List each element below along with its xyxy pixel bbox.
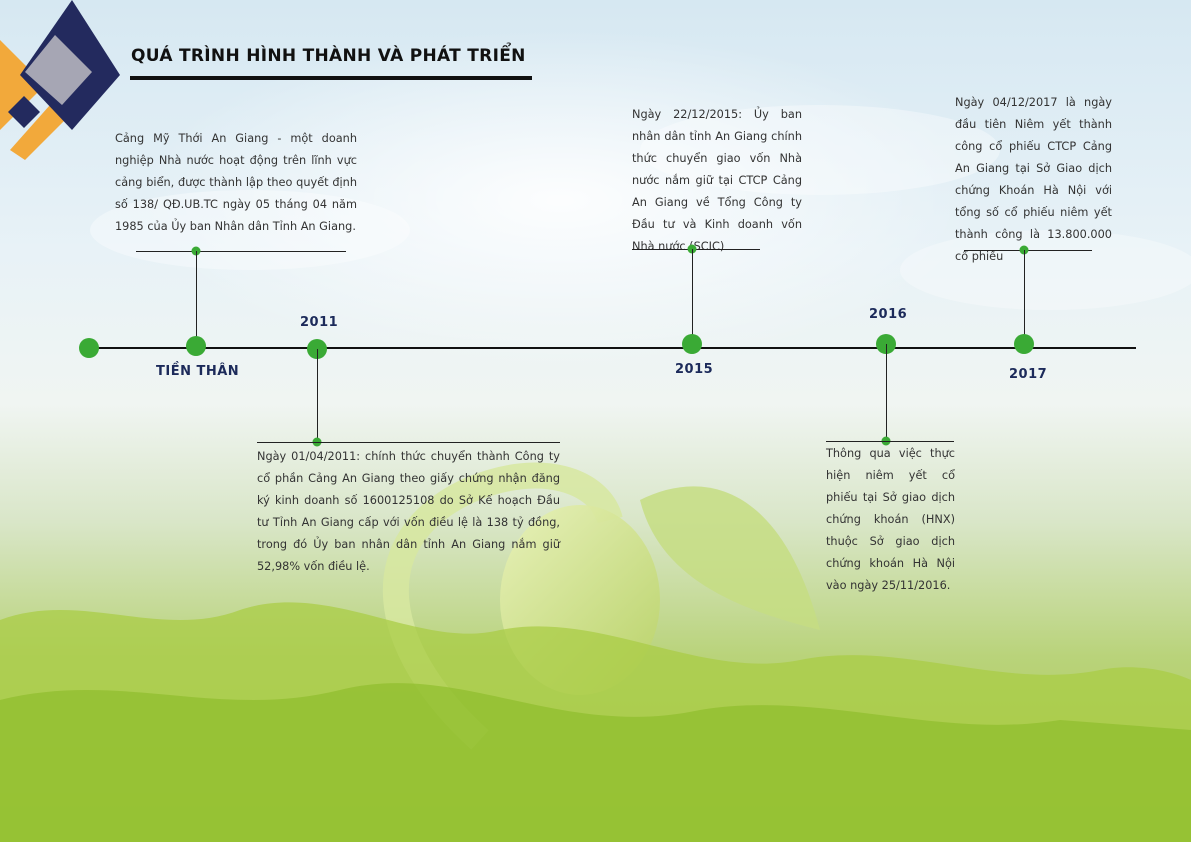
event-connector-rule <box>826 441 954 442</box>
event-label-2011: 2011 <box>300 315 339 330</box>
page-title: QUÁ TRÌNH HÌNH THÀNH VÀ PHÁT TRIỂN <box>131 46 526 66</box>
event-connector-rule <box>136 251 346 252</box>
event-connector-line <box>317 349 318 442</box>
event-text-2017: Ngày 04/12/2017 là ngày đầu tiên Niêm yế… <box>955 96 1112 263</box>
event-label-2017: 2017 <box>1009 367 1048 382</box>
event-text-2016: Thông qua việc thực hiện niêm yết cổ phi… <box>826 447 955 592</box>
event-connector-line <box>886 344 887 441</box>
event-text-tien-than: Cảng Mỹ Thới An Giang - một doanh nghiệp… <box>115 132 357 233</box>
timeline-axis <box>88 347 1136 349</box>
timeline-node-2017 <box>1014 334 1034 354</box>
timeline-node-tien-than <box>186 336 206 356</box>
event-connector-line <box>1024 250 1025 344</box>
corner-logo-decoration <box>0 0 120 160</box>
title-underline <box>130 76 532 80</box>
event-text-2015: Ngày 22/12/2015: Ủy ban nhân dân tỉnh An… <box>632 108 802 253</box>
timeline-node-2015 <box>682 334 702 354</box>
event-connector-line <box>692 249 693 343</box>
timeline-start-node <box>79 338 99 358</box>
event-connector-line <box>196 251 197 345</box>
event-label-2016: 2016 <box>869 307 908 322</box>
event-label-2015: 2015 <box>675 362 714 377</box>
event-text-2011: Ngày 01/04/2011: chính thức chuyển thành… <box>257 450 560 573</box>
event-connector-rule <box>257 442 560 443</box>
event-label-tien-than: TIỀN THÂN <box>156 364 240 379</box>
